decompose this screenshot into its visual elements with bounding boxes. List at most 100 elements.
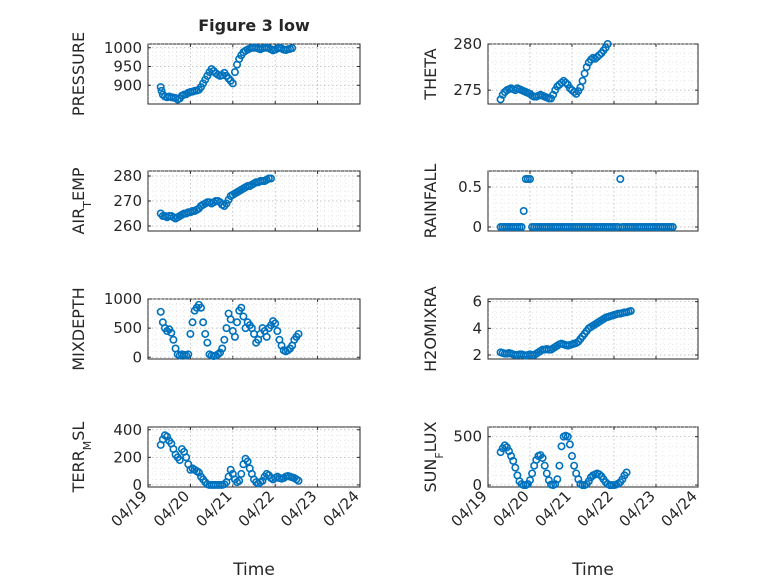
data-point-theta (578, 76, 587, 85)
y-axis-label: TERRMSL (69, 422, 94, 494)
data-point-theta (586, 55, 595, 64)
data-point-terr_msl (226, 465, 235, 474)
y-tick-label: 500 (113, 319, 142, 337)
data-point-mixdepth (237, 303, 246, 312)
data-point-sun_flux (584, 477, 593, 486)
data-point-mixdepth (197, 303, 206, 312)
data-point-sun_flux (618, 475, 627, 484)
data-point-sun_flux (557, 442, 566, 451)
data-point-terr_msl (220, 480, 229, 489)
data-point-rainfall (517, 223, 526, 232)
subplot-rainfall: 0 0.5 RAINFALL (421, 164, 699, 238)
data-point-mixdepth (186, 329, 195, 338)
data-point-h2omixra (626, 306, 635, 315)
data-point-mixdepth (188, 318, 197, 327)
subplot-theta: 275 280 THETA (421, 35, 699, 105)
y-tick-label: 1000 (104, 290, 142, 308)
subplot-mixdepth: 0 500 1000 MIXDEPTH (69, 287, 361, 371)
data-point-sun_flux (565, 440, 574, 449)
y-tick-label: 4 (472, 319, 482, 337)
y-tick-label: 1000 (104, 39, 142, 57)
subplot-air_temp: 260 270 280 AIRTEMP (69, 167, 361, 235)
data-point-air_temp (266, 174, 275, 183)
data-point-mixdepth (239, 312, 248, 321)
data-point-sun_flux (540, 461, 549, 470)
y-tick-label: 280 (113, 167, 142, 185)
data-point-terr_msl (243, 457, 252, 466)
data-point-pressure (288, 44, 297, 53)
data-point-sun_flux (570, 461, 579, 470)
data-point-rainfall (616, 175, 625, 184)
data-point-sun_flux (595, 470, 604, 479)
data-point-terr_msl (194, 468, 203, 477)
data-point-sun_flux (538, 453, 547, 462)
y-tick-label: 270 (113, 192, 142, 210)
data-point-mixdepth (203, 338, 212, 347)
data-point-mixdepth (184, 350, 193, 359)
data-point-terr_msl (235, 476, 244, 485)
data-point-mixdepth (169, 335, 178, 344)
data-point-sun_flux (523, 480, 532, 489)
y-tick-label: 6 (472, 293, 482, 311)
data-point-theta (570, 88, 579, 97)
data-point-terr_msl (163, 432, 172, 441)
data-point-rainfall (668, 223, 677, 232)
data-point-sun_flux (528, 469, 537, 478)
x-axis-label: Time (571, 560, 614, 580)
y-tick-label: 0.5 (458, 178, 482, 196)
data-point-sun_flux (511, 463, 520, 472)
y-tick-label: 260 (113, 217, 142, 235)
data-point-sun_flux (542, 469, 551, 478)
data-point-pressure (207, 65, 216, 74)
data-point-terr_msl (258, 476, 267, 485)
data-point-mixdepth (222, 324, 231, 333)
y-tick-label: 200 (113, 448, 142, 466)
data-point-terr_msl (182, 453, 191, 462)
data-point-mixdepth (294, 329, 303, 338)
data-point-pressure (157, 86, 166, 95)
y-tick-label: 0 (132, 348, 142, 366)
data-point-sun_flux (525, 476, 534, 485)
data-point-mixdepth (230, 332, 239, 341)
data-point-theta (561, 78, 570, 87)
data-point-theta (603, 39, 612, 48)
y-tick-label: 0 (132, 476, 142, 494)
data-point-rainfall (519, 207, 528, 216)
y-axis-label: MIXDEPTH (69, 287, 88, 370)
data-point-sun_flux (509, 456, 518, 465)
x-axis-label: Time (232, 560, 275, 580)
subplot-h2omixra: 2 4 6 H2OMIXRA (421, 286, 699, 372)
y-tick-label: 950 (113, 58, 142, 76)
axes-box-mixdepth (147, 298, 361, 360)
data-point-terr_msl (175, 456, 184, 465)
data-point-rainfall (525, 175, 534, 184)
data-point-mixdepth (220, 335, 229, 344)
data-point-pressure (156, 83, 165, 92)
data-point-terr_msl (294, 476, 303, 485)
y-tick-label: 500 (453, 428, 482, 446)
data-point-mixdepth (216, 348, 225, 357)
data-point-mixdepth (218, 344, 227, 353)
data-point-pressure (228, 79, 237, 88)
y-tick-label: 400 (113, 421, 142, 439)
data-point-sun_flux (496, 448, 505, 457)
data-point-sun_flux (500, 441, 509, 450)
data-point-theta (595, 51, 604, 60)
y-tick-label: 275 (453, 81, 482, 99)
y-tick-label: 2 (472, 346, 482, 364)
data-point-mixdepth (199, 318, 208, 327)
figure-title: Figure 3 low (198, 16, 310, 35)
y-tick-label: 900 (113, 76, 142, 94)
data-point-mixdepth (233, 318, 242, 327)
data-point-sun_flux (622, 468, 631, 477)
y-tick-label: 280 (453, 35, 482, 53)
y-axis-label: THETA (421, 48, 440, 100)
data-point-mixdepth (271, 319, 280, 328)
data-point-mixdepth (273, 327, 282, 336)
data-point-mixdepth (201, 329, 210, 338)
y-axis-label: PRESSURE (69, 32, 88, 116)
data-point-mixdepth (156, 307, 165, 316)
